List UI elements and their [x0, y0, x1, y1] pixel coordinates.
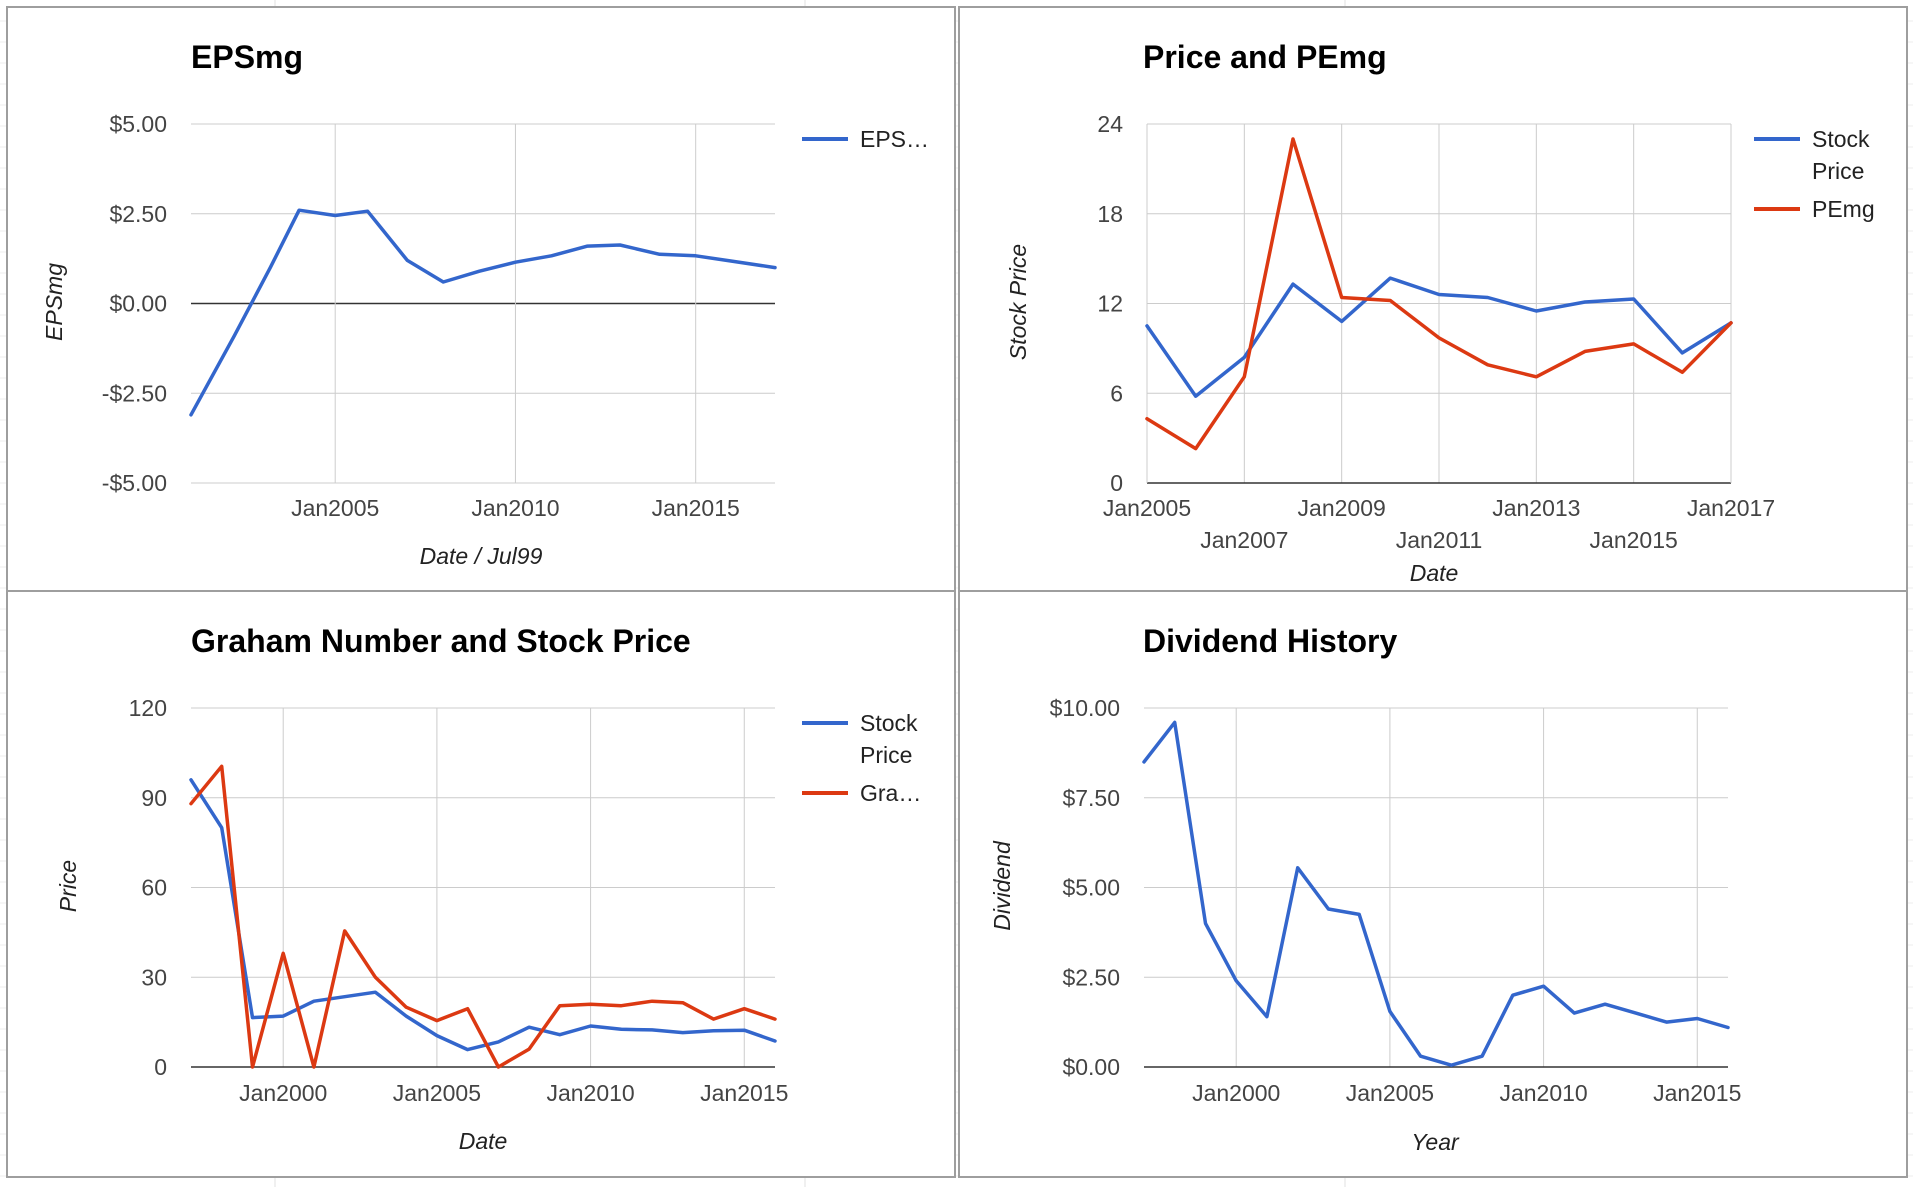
x-axis-title: Year	[1411, 1129, 1460, 1155]
legend-label-0: Stock Price	[860, 710, 918, 768]
y-tick-label: $7.50	[1062, 785, 1120, 811]
x-axis-title: Date	[459, 1128, 508, 1154]
chart-epsmg-svg: EPSmg Date / Jul99 EPSmg $5.00 $2.50 $0.00…	[41, 39, 929, 569]
x-axis-title: Date / Jul99	[420, 543, 543, 569]
y-tick-label: 30	[141, 964, 167, 990]
y-tick-label: 60	[141, 875, 167, 901]
x-tick-label: Jan2005	[1346, 1080, 1434, 1106]
y-tick-label: -$2.50	[102, 380, 167, 406]
x-tick-label: Jan2013	[1492, 495, 1580, 521]
y-tick-label: 24	[1097, 111, 1123, 137]
chart-graham-number[interactable]: Graham Number and Stock Price Date Price…	[6, 590, 956, 1178]
x-tick-label: Jan2005	[291, 495, 379, 521]
x-tick-label: Jan2005	[393, 1080, 481, 1106]
y-axis-title: Stock Price	[1005, 244, 1031, 360]
x-tick-label: Jan2005	[1103, 495, 1191, 521]
y-tick-label: $5.00	[109, 111, 167, 137]
x-tick-label: Jan2000	[239, 1080, 327, 1106]
y-tick-label: $2.50	[109, 201, 167, 227]
chart-title: Dividend History	[1143, 623, 1397, 659]
y-axis-title: EPSmg	[41, 263, 67, 341]
chart-price-and-pemg-svg: Price and PEmg Date Stock Price 24 18 12 6 0…	[1005, 39, 1875, 586]
y-tick-label: $10.00	[1050, 695, 1120, 721]
series-line-0	[1142, 720, 1730, 1067]
chart-graham-number-svg: Graham Number and Stock Price Date Price…	[55, 623, 921, 1154]
x-tick-label: Jan2015	[1590, 527, 1678, 553]
chart-dividend-history[interactable]: Dividend History Year Dividend $10.00 $7.…	[958, 590, 1908, 1178]
chart-title: Price and PEmg	[1143, 39, 1387, 75]
y-tick-label: $5.00	[1062, 875, 1120, 901]
x-tick-label: Jan2010	[546, 1080, 634, 1106]
y-tick-label: 0	[1110, 470, 1123, 496]
y-tick-label: 0	[154, 1054, 167, 1080]
legend-label-1: PEmg	[1812, 196, 1875, 222]
series-line-1	[1145, 137, 1733, 451]
y-tick-label: $0.00	[109, 291, 167, 317]
legend-label-1: Gra…	[860, 780, 921, 806]
y-tick-label: 18	[1097, 201, 1123, 227]
chart-price-and-pemg[interactable]: Price and PEmg Date Stock Price 24 18 12 6 0…	[958, 6, 1908, 592]
x-tick-label: Jan2000	[1192, 1080, 1280, 1106]
y-axis-title: Dividend	[989, 840, 1015, 931]
x-tick-label: Jan2009	[1298, 495, 1386, 521]
chart-title: Graham Number and Stock Price	[191, 623, 691, 659]
series-line-0	[1145, 276, 1733, 398]
legend-label-0: EPS…	[860, 126, 929, 152]
x-tick-label: Jan2015	[700, 1080, 788, 1106]
series-line-0	[189, 778, 777, 1052]
x-tick-label: Jan2011	[1396, 527, 1483, 553]
x-tick-label: Jan2007	[1200, 527, 1288, 553]
y-tick-label: 120	[129, 695, 167, 721]
y-tick-label: $2.50	[1062, 964, 1120, 990]
x-tick-label: Jan2015	[1653, 1080, 1741, 1106]
chart-epsmg[interactable]: EPSmg Date / Jul99 EPSmg $5.00 $2.50 $0.00…	[6, 6, 956, 592]
x-tick-label: Jan2010	[471, 495, 559, 521]
y-tick-label: 6	[1110, 380, 1123, 406]
chart-title: EPSmg	[191, 39, 303, 75]
series-line-0	[189, 208, 777, 417]
chart-dividend-history-svg: Dividend History Year Dividend $10.00 $7.…	[989, 623, 1741, 1155]
series-line-1	[189, 764, 777, 1069]
legend-label-0: Stock Price	[1812, 126, 1870, 184]
y-tick-label: 12	[1097, 291, 1123, 317]
x-tick-label: Jan2010	[1499, 1080, 1587, 1106]
y-tick-label: $0.00	[1062, 1054, 1120, 1080]
y-tick-label: -$5.00	[102, 470, 167, 496]
x-tick-label: Jan2017	[1687, 495, 1775, 521]
x-tick-label: Jan2015	[652, 495, 740, 521]
x-axis-title: Date	[1410, 560, 1459, 586]
y-axis-title: Price	[55, 860, 81, 912]
y-tick-label: 90	[141, 785, 167, 811]
